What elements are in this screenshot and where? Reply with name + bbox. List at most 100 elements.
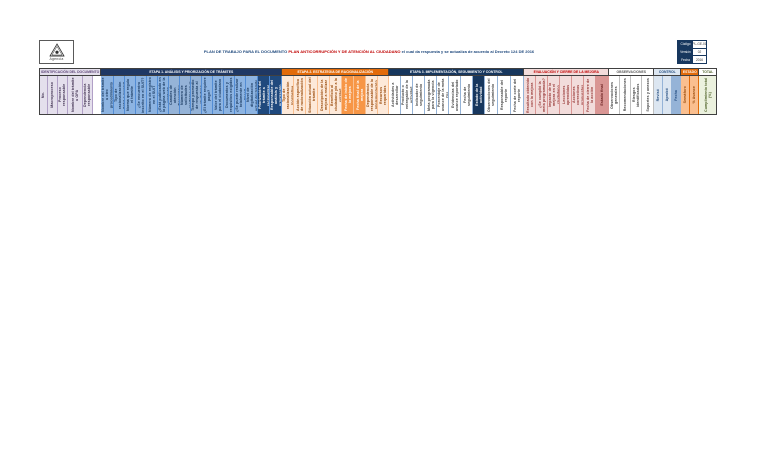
header-cell-implementacion-6[interactable]: Evidencias del avance reportado — [449, 76, 462, 114]
header-cell-estrategia-8[interactable]: Dependencia responsable de la implementa… — [366, 76, 379, 114]
header-cell-implementacion-1[interactable]: Actividades a desarrollar — [389, 76, 402, 114]
header-cell-control-3[interactable]: Fecha — [672, 76, 682, 114]
header-cell-implementacion-9[interactable]: Observaciones del seguimiento — [485, 76, 499, 114]
group-band-implementacion: ETAPA 3. IMPLEMENTACIÓN, SEGUIMIENTO Y C… — [389, 69, 525, 76]
info-value: 2016 — [693, 56, 706, 64]
column-group-evaluacion: EVALUACIÓN Y CIERRE DE LA MEJORA Resultad… — [524, 69, 610, 114]
header-cell-estrategia-9[interactable]: Recursos requeridos — [378, 76, 390, 114]
header-cell-label: Nombre del trámite u otro procedimiento … — [101, 77, 114, 113]
header-cell-analisis-1[interactable]: Nombre del trámite u otro procedimiento … — [101, 76, 115, 114]
header-cell-label: Recomendaciones — [623, 78, 628, 112]
group-columns-estado: Semáforo % Avance — [681, 76, 700, 114]
header-cell-estrategia-6[interactable]: Fecha de inicio de la mejora — [342, 76, 355, 114]
group-band-control: CONTROL — [654, 69, 682, 76]
group-columns-total: Cumplimiento total (%) — [699, 76, 717, 114]
header-cell-analisis-12[interactable]: Documentos y requisitos exigidos — [224, 76, 236, 114]
header-cell-implementacion-10[interactable]: Responsable del reporte — [498, 76, 512, 114]
header-cell-identificacion-5[interactable]: Dependencia responsable — [83, 76, 93, 114]
header-cell-analisis-7[interactable]: Canales de atención disponibles — [169, 76, 181, 114]
header-cell-label: Soportes y anexos — [645, 78, 650, 112]
header-cell-analisis-14[interactable]: Nivel de digitalización actual del trámi… — [246, 76, 259, 114]
header-cell-analisis-6[interactable]: ¿Está publicado en la página web de la e… — [158, 76, 170, 114]
header-cell-estrategia-3[interactable]: Situación actual del trámite — [306, 76, 319, 114]
group-band-estado: ESTADO — [681, 69, 700, 76]
group-band-evaluacion: EVALUACIÓN Y CIERRE DE LA MEJORA — [524, 69, 610, 76]
header-cell-evaluacion-1[interactable]: Resultado obtenido con la mejora — [524, 76, 537, 114]
column-group-implementacion: ETAPA 3. IMPLEMENTACIÓN, SEGUIMIENTO Y C… — [389, 69, 525, 114]
header-cell-identificacion-3[interactable]: Proceso responsable — [58, 76, 68, 114]
header-cell-estado-2[interactable]: % Avance — [690, 76, 700, 114]
header-cell-implementacion-3[interactable]: Indicador de seguimiento — [413, 76, 426, 114]
header-cell-estrategia-5[interactable]: Beneficio al ciudadano y/o a la entidad — [330, 76, 343, 114]
header-cell-label: Tipo de racionalización (normativa, admi… — [282, 81, 294, 109]
header-cell-estrategia-1[interactable]: Tipo de racionalización (normativa, admi… — [282, 76, 295, 114]
header-cell-label: No. — [41, 91, 46, 99]
header-cell-label: Porcentaje de avance de la meta (%) — [437, 78, 449, 112]
header-cell-analisis-2[interactable]: Tipo de racionalización (total o parcial… — [114, 76, 126, 114]
info-value: PL-GE-01 — [693, 41, 706, 48]
header-cell-label: Fecha — [674, 89, 679, 101]
header-cell-observaciones-4[interactable]: Soportes y anexos — [642, 76, 655, 114]
column-group-total: TOTAL Cumplimiento total (%) — [699, 69, 717, 114]
header-cell-implementacion-4[interactable]: Meta programada para la vigencia — [425, 76, 438, 114]
header-cell-control-1[interactable]: Revisó — [654, 76, 664, 114]
header-cell-estrategia-2[interactable]: Acción específica de racionalización — [294, 76, 307, 114]
header-cell-label: Fecha de corte del reporte — [513, 78, 522, 112]
column-group-observaciones: OBSERVACIONES Observaciones generales Reco… — [609, 69, 655, 114]
header-cell-evaluacion-2[interactable]: ¿Se cumplió la meta programada? — [536, 76, 549, 114]
header-cell-label: ¿El trámite requiere pago? — [203, 77, 212, 113]
group-columns-analisis: Nombre del trámite u otro procedimiento … — [101, 76, 283, 114]
header-cell-identificacion-2[interactable]: Macroproceso — [48, 76, 58, 114]
group-band-observaciones: OBSERVACIONES — [609, 69, 655, 76]
header-cell-analisis-15[interactable]: Priorización del trámite a racionalizar — [258, 76, 271, 114]
header-cell-implementacion-2[interactable]: Producto o entregable de la actividad — [401, 76, 414, 114]
header-cell-total-1[interactable]: Cumplimiento total (%) — [699, 76, 717, 114]
header-cell-implementacion-8[interactable]: Estado de la actividad — [473, 76, 486, 114]
header-cell-label: Número de solicitudes recibidas en el úl… — [180, 82, 190, 108]
header-cell-estado-1[interactable]: Semáforo — [681, 76, 691, 114]
header-cell-analisis-9[interactable]: Tiempo promedio de respuesta al ciudadan… — [191, 76, 203, 114]
header-cell-evaluacion-5[interactable]: Acciones correctivas propuestas — [572, 76, 585, 114]
header-cell-label: Evidencias del avance reportado — [450, 79, 459, 111]
header-cell-implementacion-7[interactable]: Fecha de seguimiento — [461, 76, 474, 114]
group-columns-observaciones: Observaciones generales Recomendaciones Ri… — [609, 76, 655, 114]
header-cell-label: Priorización del trámite a racionalizar — [258, 80, 270, 110]
header-cell-estrategia-4[interactable]: Descripción de la mejora a realizar — [318, 76, 331, 114]
header-cell-identificacion-4[interactable]: Nombre del trámite u OPA — [68, 76, 83, 114]
header-cell-analisis-4[interactable]: ¿Se encuentra inscrito en el SUIT? — [136, 76, 148, 114]
header-cell-analisis-16[interactable]: Responsable del análisis y priorización — [270, 76, 283, 114]
header-cell-analisis-13[interactable]: ¿Se puede realizar totalmente en línea? — [235, 76, 247, 114]
header-cell-label: Beneficio al ciudadano y/o a la entidad — [330, 78, 342, 112]
header-cell-label: Tipo de racionalización (total o parcial… — [114, 81, 124, 109]
header-cell-estrategia-7[interactable]: Fecha final de la mejora — [354, 76, 367, 114]
header-cell-label: Nivel de digitalización actual del trámi… — [246, 79, 258, 111]
header-cell-implementacion-5[interactable]: Porcentaje de avance de la meta (%) — [437, 76, 450, 114]
header-cell-observaciones-1[interactable]: Observaciones generales — [609, 76, 621, 114]
header-cell-evaluacion-6[interactable]: Fecha de cierre de la acción — [584, 76, 597, 114]
header-cell-analisis-5[interactable]: Número de registro en el SUIT — [147, 76, 159, 114]
header-cell-label: Dependencia responsable de la implementa… — [366, 78, 378, 112]
column-group-estrategia: ETAPA 2. ESTRATEGIA DE RACIONALIZACIÓN Ti… — [282, 69, 390, 114]
header-cell-analisis-11[interactable]: Valor del trámite para el ciudadano — [213, 76, 225, 114]
header-cell-label: Fecha de seguimiento — [462, 83, 471, 107]
header-cell-evaluacion-7[interactable]: Estado final — [596, 76, 610, 114]
header-cell-analisis-10[interactable]: ¿El trámite requiere pago? — [202, 76, 214, 114]
group-columns-estrategia: Tipo de racionalización (normativa, admi… — [282, 76, 390, 114]
header-cell-label: % Avance — [692, 86, 697, 104]
header-cell-implementacion-11[interactable]: Fecha de corte del reporte — [511, 76, 525, 114]
header-cell-analisis-3[interactable]: Norma que regula el trámite — [125, 76, 137, 114]
header-cell-label: Macroproceso — [50, 82, 55, 108]
info-label: Fecha — [678, 56, 693, 64]
header-cell-evaluacion-3[interactable]: Impacto de la mejora en el ciudadano — [548, 76, 561, 114]
header-cell-identificacion-1[interactable]: No. — [40, 76, 48, 114]
column-group-control: CONTROL Revisó Aprobó Fecha — [654, 69, 682, 114]
header-cell-control-2[interactable]: Aprobó — [663, 76, 673, 114]
header-cell-observaciones-2[interactable]: Recomendaciones — [620, 76, 632, 114]
logo-caption: Agencia — [49, 56, 64, 61]
title-suffix: el cual da respuesta y se actualiza de a… — [400, 49, 535, 54]
header-cell-observaciones-3[interactable]: Riesgos identificados — [631, 76, 643, 114]
header-cell-label: Meta programada para la vigencia — [426, 79, 435, 111]
header-cell-evaluacion-4[interactable]: Lecciones aprendidas — [560, 76, 573, 114]
header-cell-analisis-8[interactable]: Número de solicitudes recibidas en el úl… — [180, 76, 192, 114]
